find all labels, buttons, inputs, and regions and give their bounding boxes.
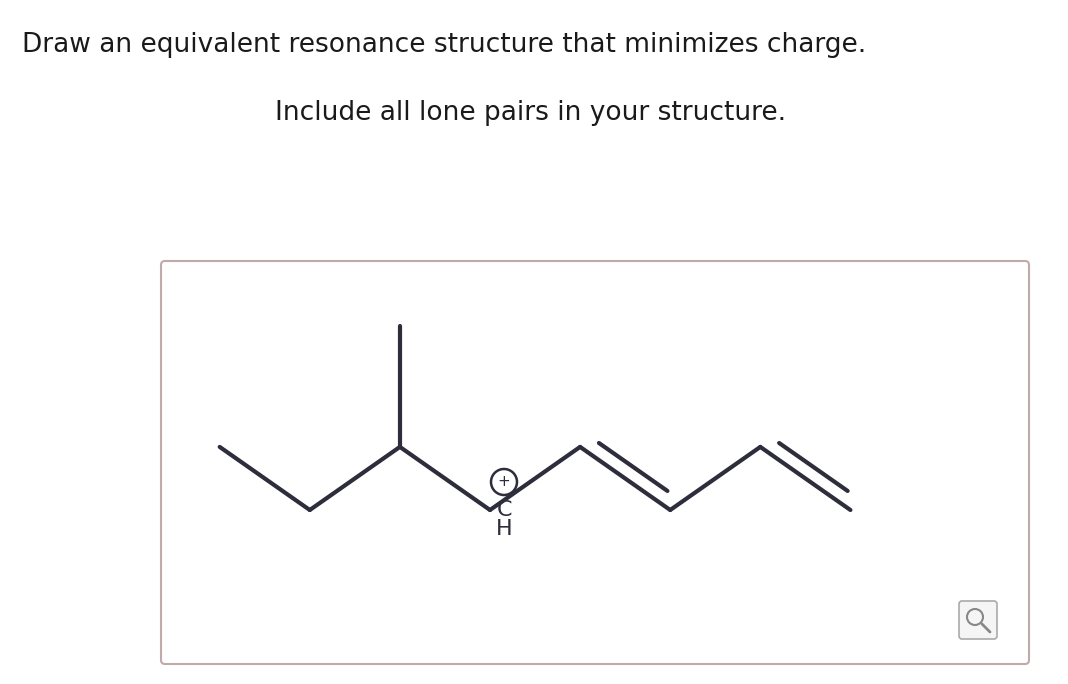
FancyBboxPatch shape [161,261,1028,664]
Text: H: H [496,519,513,539]
Text: C: C [497,500,512,520]
Text: +: + [498,475,511,490]
Text: Draw an equivalent resonance structure that minimizes charge.: Draw an equivalent resonance structure t… [22,32,866,58]
FancyBboxPatch shape [959,601,998,639]
Text: Include all lone pairs in your structure.: Include all lone pairs in your structure… [274,100,786,126]
